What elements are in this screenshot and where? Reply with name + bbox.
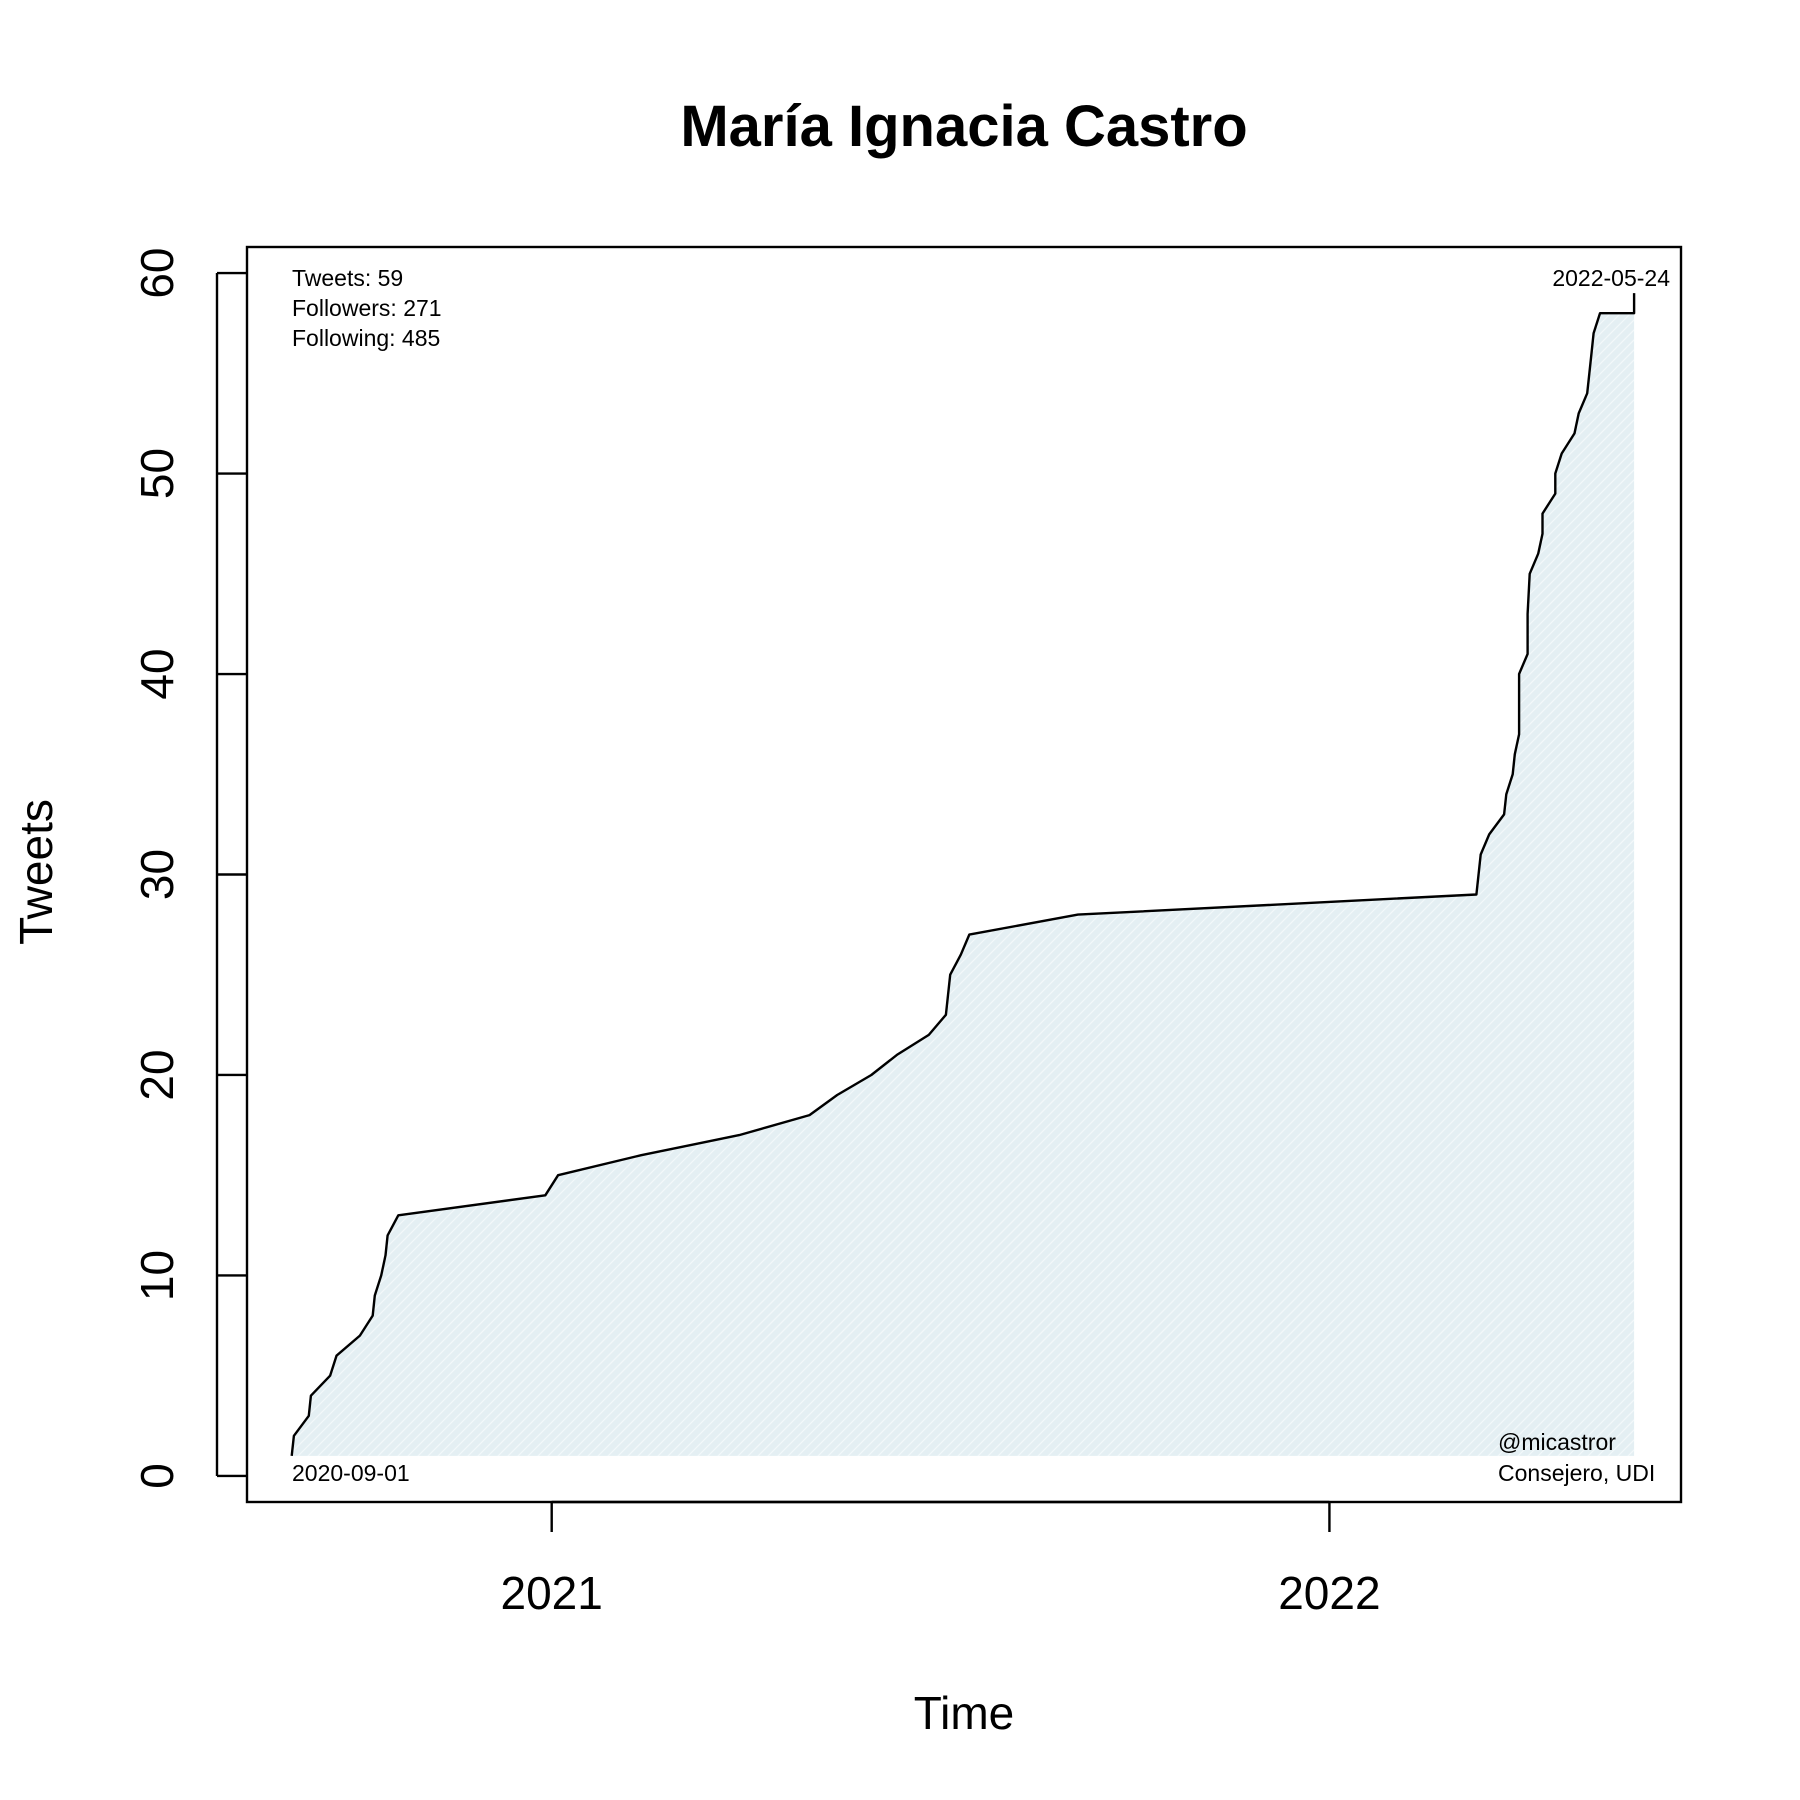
hatch-line [1331, 293, 1635, 1456]
hatch-line [871, 293, 1635, 1456]
hatch-line [881, 293, 1635, 1456]
hatch-line [1221, 293, 1635, 1456]
hatch-line [1011, 293, 1635, 1456]
hatch-line [1351, 293, 1635, 1456]
hatch-line [1151, 293, 1635, 1456]
hatch-line [1241, 293, 1635, 1456]
hatch-line [1381, 293, 1635, 1456]
hatch-line [891, 293, 1635, 1456]
hatch-line [1111, 293, 1635, 1456]
hatch-line [1411, 293, 1635, 1456]
start-date-label: 2020-09-01 [292, 1460, 410, 1486]
hatch-line [291, 293, 428, 1456]
hatch-line [1091, 293, 1635, 1456]
hatch-line [1642, 247, 1800, 1502]
followers-count: Followers: 271 [292, 295, 442, 321]
handle-label: @micastror [1498, 1429, 1616, 1455]
x-tick-label: 2021 [501, 1567, 603, 1619]
hatch-line [1201, 293, 1635, 1456]
hatch-line [961, 293, 1635, 1456]
hatch-line [1321, 293, 1635, 1456]
y-tick-label: 10 [131, 1250, 183, 1301]
hatch-line [931, 293, 1635, 1456]
hatch-line [1421, 293, 1635, 1456]
hatch-line [1401, 293, 1635, 1456]
hatch-line [901, 293, 1635, 1456]
y-tick-label: 30 [131, 849, 183, 900]
hatch-line [1271, 293, 1635, 1456]
hatch-line [951, 293, 1635, 1456]
hatch-line [1692, 247, 1800, 1502]
hatch-line [1301, 293, 1635, 1456]
x-tick-label: 2022 [1278, 1567, 1380, 1619]
hatch-line [1131, 293, 1635, 1456]
hatch-line [911, 293, 1635, 1456]
hatch-line [1021, 293, 1635, 1456]
hatch-line [1191, 293, 1635, 1456]
y-tick-label: 40 [131, 648, 183, 699]
hatch-line [971, 293, 1635, 1456]
hatch-line [1231, 293, 1635, 1456]
y-axis: 0 10 20 30 40 50 60 [131, 248, 247, 1489]
hatch-line [1291, 293, 1635, 1456]
hatch-line [1611, 293, 1635, 1456]
hatch-line [1281, 293, 1635, 1456]
y-axis-title: Tweets [10, 799, 62, 945]
hatch-line [941, 293, 1635, 1456]
hatch-line [1081, 293, 1635, 1456]
end-date-label: 2022-05-24 [1552, 265, 1670, 291]
hatch-line [921, 293, 1635, 1456]
hatch-line [1181, 293, 1635, 1456]
tweets-count: Tweets: 59 [292, 265, 403, 291]
hatch-line [1051, 293, 1635, 1456]
hatch-line [1031, 293, 1635, 1456]
hatch-line [1361, 293, 1635, 1456]
hatch-line [1261, 293, 1635, 1456]
hatch-line [1621, 293, 1635, 1456]
hatch-line [1001, 293, 1635, 1456]
y-tick-label: 60 [131, 248, 183, 299]
series-line [290, 293, 1636, 1457]
chart-title: María Ignacia Castro [680, 94, 1247, 159]
area-hatch [291, 247, 1800, 1502]
role-label: Consejero, UDI [1498, 1460, 1655, 1486]
hatch-line [1041, 293, 1635, 1456]
hatch-line [1682, 247, 1800, 1502]
hatch-line [1652, 247, 1800, 1502]
hatch-line [1061, 293, 1635, 1456]
hatch-line [1311, 293, 1635, 1456]
y-tick-label: 20 [131, 1049, 183, 1100]
hatch-line [291, 293, 418, 1456]
hatch-line [981, 293, 1635, 1456]
hatch-line [1672, 247, 1800, 1502]
hatch-line [1631, 293, 1635, 1456]
x-axis: 2021 2022 [501, 1500, 1381, 1619]
y-tick-label: 0 [131, 1463, 183, 1489]
hatch-line [1121, 293, 1635, 1456]
y-tick-label: 50 [131, 448, 183, 499]
hatch-line [1211, 293, 1635, 1456]
following-count: Following: 485 [292, 325, 440, 351]
plot-layer [290, 247, 1800, 1502]
hatch-line [1371, 293, 1635, 1456]
hatch-line [1662, 247, 1800, 1502]
hatch-line [1101, 293, 1635, 1456]
hatch-line [991, 293, 1635, 1456]
hatch-line [1141, 293, 1635, 1456]
x-axis-title: Time [914, 1687, 1015, 1739]
hatch-line [861, 293, 1635, 1456]
hatch-line [1171, 293, 1635, 1456]
hatch-line [1161, 293, 1635, 1456]
hatch-line [1391, 293, 1635, 1456]
hatch-line [1071, 293, 1635, 1456]
hatch-line [1341, 293, 1635, 1456]
hatch-line [1251, 293, 1635, 1456]
